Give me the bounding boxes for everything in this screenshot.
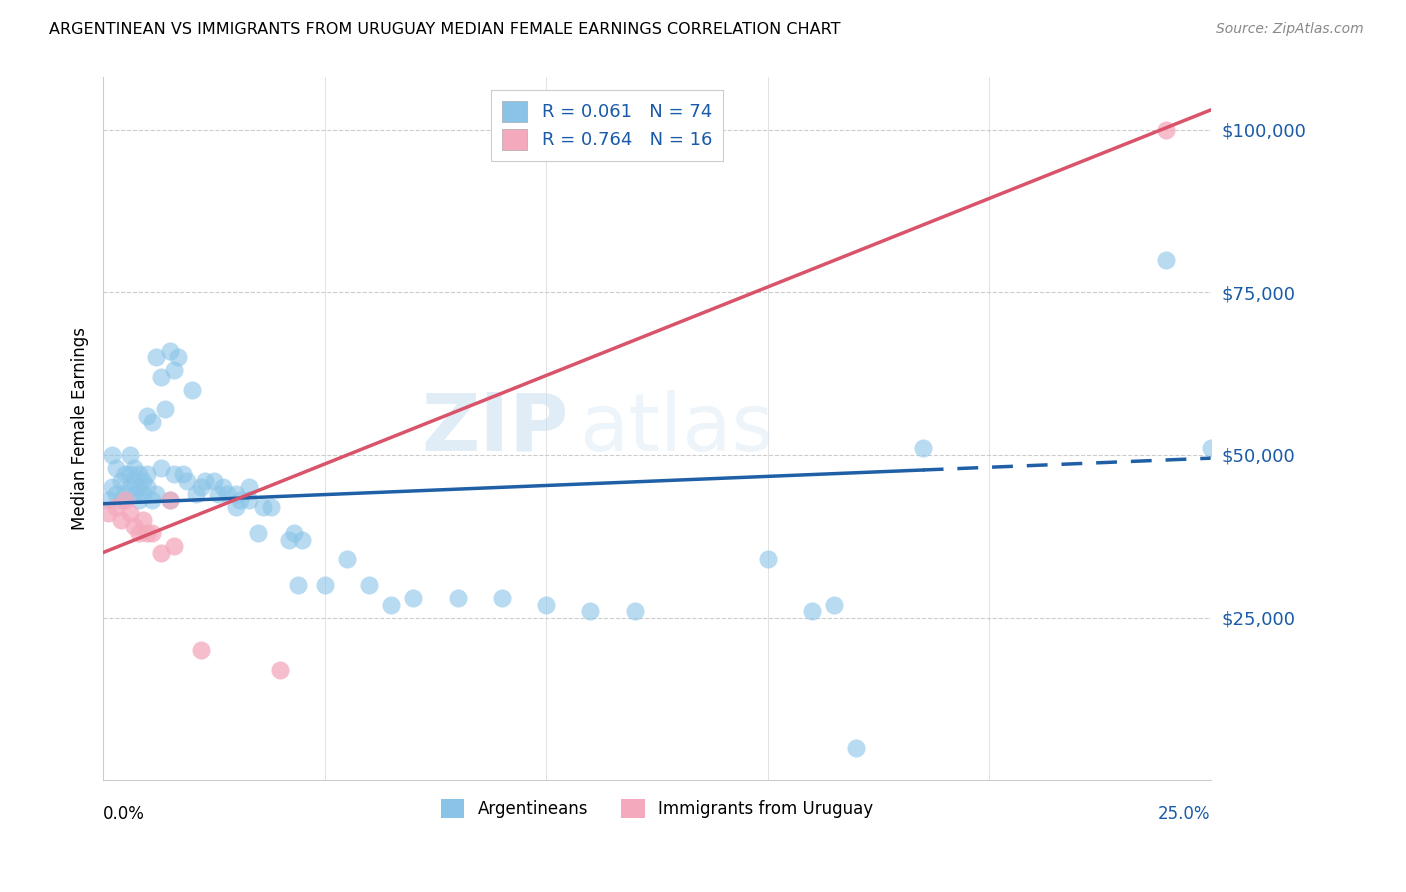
Point xyxy=(357,578,380,592)
Point xyxy=(260,500,283,514)
Point xyxy=(141,493,163,508)
Point xyxy=(136,467,159,482)
Point xyxy=(402,591,425,605)
Point xyxy=(534,598,557,612)
Point xyxy=(380,598,402,612)
Point xyxy=(172,467,194,482)
Point xyxy=(163,467,186,482)
Text: 0.0%: 0.0% xyxy=(103,805,145,823)
Text: Source: ZipAtlas.com: Source: ZipAtlas.com xyxy=(1216,22,1364,37)
Point xyxy=(149,545,172,559)
Point xyxy=(141,416,163,430)
Point xyxy=(225,487,247,501)
Point xyxy=(128,493,150,508)
Point xyxy=(136,526,159,541)
Point xyxy=(207,487,229,501)
Point xyxy=(845,740,868,755)
Point xyxy=(336,552,359,566)
Point xyxy=(105,500,128,514)
Point xyxy=(579,604,602,618)
Point xyxy=(1156,122,1178,136)
Point xyxy=(118,480,141,494)
Point xyxy=(211,480,233,494)
Point xyxy=(287,578,309,592)
Point xyxy=(101,448,124,462)
Point xyxy=(238,493,260,508)
Point xyxy=(225,500,247,514)
Point xyxy=(110,513,132,527)
Point xyxy=(96,493,118,508)
Point xyxy=(202,474,225,488)
Text: atlas: atlas xyxy=(579,390,773,468)
Point xyxy=(149,369,172,384)
Point xyxy=(132,513,155,527)
Point xyxy=(446,591,468,605)
Point xyxy=(145,487,167,501)
Point xyxy=(159,493,181,508)
Point xyxy=(911,442,934,456)
Point xyxy=(141,526,163,541)
Point xyxy=(114,487,136,501)
Point xyxy=(101,480,124,494)
Legend: Argentineans, Immigrants from Uruguay: Argentineans, Immigrants from Uruguay xyxy=(434,792,880,825)
Text: 25.0%: 25.0% xyxy=(1159,805,1211,823)
Point xyxy=(229,493,252,508)
Point xyxy=(118,507,141,521)
Point xyxy=(190,643,212,657)
Point xyxy=(122,474,145,488)
Point xyxy=(194,474,217,488)
Point xyxy=(159,493,181,508)
Point xyxy=(122,519,145,533)
Point xyxy=(122,461,145,475)
Point xyxy=(491,591,513,605)
Point xyxy=(247,526,270,541)
Point xyxy=(1156,252,1178,267)
Point xyxy=(149,461,172,475)
Point xyxy=(283,526,305,541)
Point xyxy=(96,507,118,521)
Point xyxy=(756,552,779,566)
Point xyxy=(186,487,208,501)
Point xyxy=(252,500,274,514)
Point xyxy=(105,487,128,501)
Point xyxy=(163,363,186,377)
Point xyxy=(118,448,141,462)
Point xyxy=(136,409,159,423)
Point xyxy=(314,578,336,592)
Point xyxy=(823,598,845,612)
Point xyxy=(118,467,141,482)
Point xyxy=(128,467,150,482)
Point xyxy=(153,402,176,417)
Point xyxy=(269,663,291,677)
Point xyxy=(163,539,186,553)
Point xyxy=(110,493,132,508)
Point xyxy=(114,493,136,508)
Point xyxy=(217,487,239,501)
Point xyxy=(1199,442,1222,456)
Point xyxy=(132,474,155,488)
Point xyxy=(132,487,155,501)
Point xyxy=(128,480,150,494)
Point xyxy=(800,604,823,618)
Point xyxy=(122,487,145,501)
Point xyxy=(105,461,128,475)
Point xyxy=(159,343,181,358)
Text: ZIP: ZIP xyxy=(420,390,568,468)
Point xyxy=(180,383,202,397)
Point xyxy=(190,480,212,494)
Point xyxy=(176,474,198,488)
Point xyxy=(167,351,190,365)
Point xyxy=(291,533,314,547)
Y-axis label: Median Female Earnings: Median Female Earnings xyxy=(72,327,89,531)
Point xyxy=(278,533,301,547)
Point xyxy=(136,480,159,494)
Point xyxy=(145,351,167,365)
Point xyxy=(623,604,645,618)
Point xyxy=(128,526,150,541)
Point xyxy=(238,480,260,494)
Point xyxy=(110,474,132,488)
Text: ARGENTINEAN VS IMMIGRANTS FROM URUGUAY MEDIAN FEMALE EARNINGS CORRELATION CHART: ARGENTINEAN VS IMMIGRANTS FROM URUGUAY M… xyxy=(49,22,841,37)
Point xyxy=(114,467,136,482)
